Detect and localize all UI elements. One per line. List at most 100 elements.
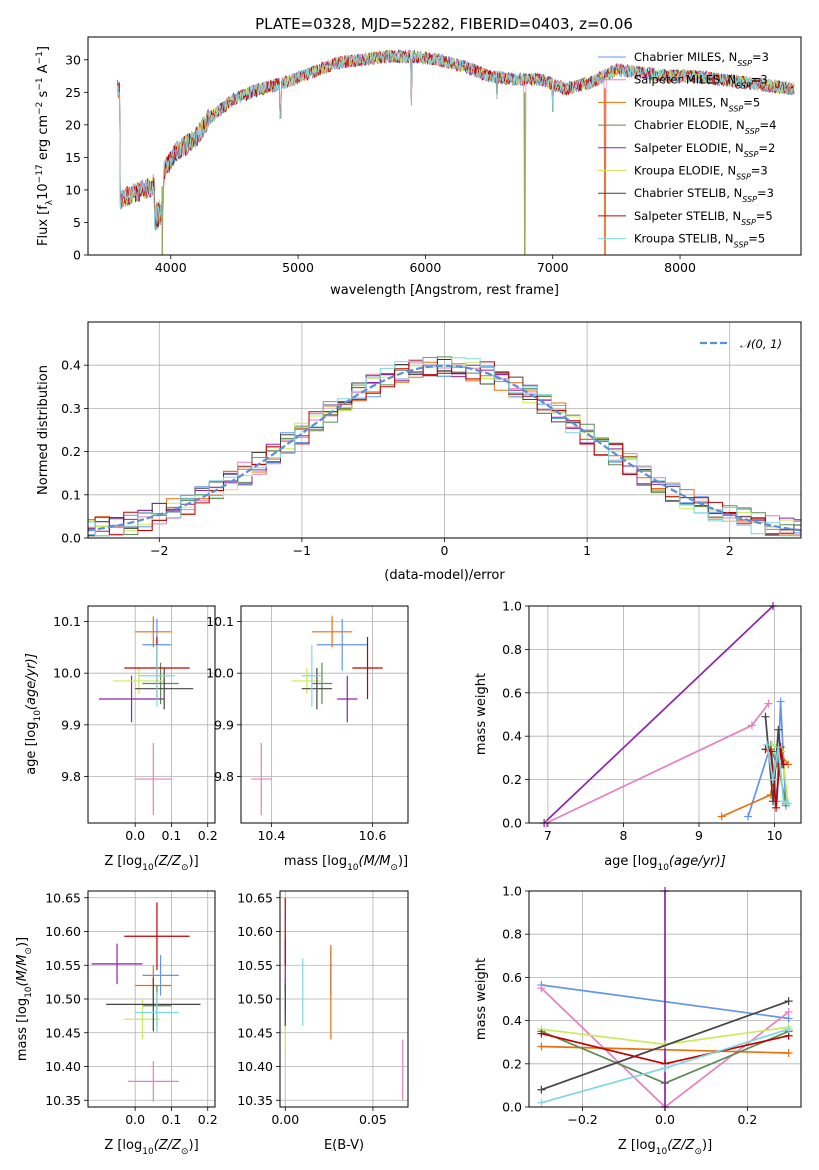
y-axis-label: Normed distribution [36, 365, 51, 495]
label-part: −1 [35, 51, 45, 64]
weight-marker [537, 1085, 546, 1094]
legend-entry: Chabrier MILES, NSSP=3 [634, 50, 769, 68]
errorbar-chabrier-elodie [142, 662, 179, 705]
figure-title: PLATE=0328, MJD=52282, FIBERID=0403, z=0… [255, 15, 633, 33]
weight-marker [717, 812, 726, 821]
label-part: ⊙ [181, 1147, 189, 1157]
x-tick-label: 0.2 [198, 828, 218, 843]
y-tick-label: 0.0 [61, 531, 81, 546]
y-tick-label: 10.45 [237, 1025, 273, 1040]
x-tick-label: 9 [695, 828, 703, 843]
label-part: (M/M [359, 854, 391, 869]
legend-model-name: Kroupa ELODIE, N [634, 164, 736, 178]
label-part: ⊙ [24, 947, 34, 955]
legend-nssp: =4 [760, 118, 777, 132]
weight-marker [784, 799, 793, 808]
label-part: 10 [657, 863, 669, 873]
x-tick-label: 10 [767, 828, 783, 843]
y-tick-label: 5 [73, 215, 81, 230]
residuals-panel: −2 −1 0 1 2 0.0 0.1 0.2 0.3 0.4 𝒩(0, 1) (data-model… [36, 321, 802, 583]
x-tick-label: 0.05 [359, 1112, 387, 1127]
weight-marker [661, 1064, 669, 1073]
y-tick-label: 0.8 [502, 642, 522, 657]
x-tick-label: 10.6 [359, 828, 387, 843]
x-tick-label: 8 [619, 828, 627, 843]
label-part: )] [189, 1138, 199, 1153]
errorbar-salpeter-elodie [337, 675, 358, 723]
x-axis-label: E(B-V) [324, 1138, 364, 1153]
mass_vs_EBV-panel: 0.00 0.05 10.35 10.40 10.45 10.50 10.55 10.60 10… [237, 890, 409, 1153]
legend-entry: Salpeter STELIB, NSSP=5 [634, 209, 773, 227]
x-tick-label: 6000 [409, 260, 441, 275]
y-tick-label: 10.35 [237, 1093, 273, 1108]
x-tick-label: 0.2 [198, 1112, 218, 1127]
axes-frame [87, 36, 802, 256]
y-tick-label: 10.40 [45, 1059, 81, 1074]
label-part: ⊙ [390, 863, 398, 873]
y-tick-label: 10.50 [45, 992, 81, 1007]
label-part: 10 [36, 183, 51, 200]
spectrum-legend: Chabrier MILES, NSSP=3 Salpeter MILES, NS… [598, 50, 776, 249]
y-tick-label: 10.1 [53, 614, 81, 629]
legend-sub: SSP [741, 217, 756, 226]
x-tick-label: −2 [150, 543, 168, 558]
legend-entry: Salpeter ELODIE, NSSP=2 [634, 141, 775, 159]
age_vs_Z-plot-area [98, 616, 194, 816]
weight-marker [774, 725, 783, 734]
x-axis-label: wavelength [Angstrom, rest frame] [330, 283, 559, 298]
errorbar-salpeter-miles [251, 742, 272, 816]
legend-model-name: Kroupa STELIB, N [634, 232, 734, 246]
legend-nssp: =2 [758, 141, 775, 155]
y-tick-label: 0.2 [61, 444, 81, 459]
label-part: age [log [24, 722, 39, 775]
label-part: mass [log [15, 998, 30, 1061]
y-axis-label: mass weight [474, 673, 489, 755]
legend-sub: SSP [729, 104, 744, 113]
label-part: 10 [347, 863, 359, 873]
legend-entry: Salpeter MILES, NSSP=3 [634, 73, 768, 91]
y-tick-label: 1.0 [502, 599, 522, 614]
errorbar-kroupa-stelib [138, 644, 176, 707]
errorbar-chabrier-stelib [106, 977, 201, 1032]
y-axis-label: age [log10(age/yr)] [24, 653, 43, 775]
x-axis-label: mass [log10(M/M⊙)] [284, 854, 408, 873]
label-part: ⊙ [694, 1147, 702, 1157]
legend-sub: SSP [737, 59, 752, 68]
weight-marker [763, 740, 771, 749]
y-tick-label: 10.0 [53, 666, 81, 681]
errorbar-kroupa-stelib [301, 644, 322, 707]
label-part: )] [702, 1138, 712, 1153]
axes-frame [240, 605, 409, 824]
label-part: )] [189, 854, 199, 869]
y-tick-label: 10.1 [206, 614, 234, 629]
x-axis-label: age [log10(age/yr)] [604, 854, 726, 873]
legend-nssp: =5 [743, 95, 760, 109]
weight-marker [784, 1007, 793, 1016]
x-tick-label: 0.1 [162, 828, 182, 843]
label-part: Flux [f [36, 205, 51, 246]
errorbar-kroupa-elodie [113, 668, 165, 694]
errorbar-salpeter-miles [127, 1061, 179, 1102]
errorbar-kroupa-miles [135, 616, 172, 648]
x-tick-label: 0 [441, 543, 449, 558]
y-tick-label: 0.0 [502, 816, 522, 831]
legend-model-name: Chabrier STELIB, N [634, 186, 742, 200]
errorbar-chabrier-miles [142, 955, 179, 996]
legend-nssp: =3 [751, 73, 768, 87]
label-part: 10 [656, 1147, 668, 1157]
errorbar-kroupa-stelib [135, 992, 179, 1033]
weight-marker [761, 712, 770, 721]
weight-marker [537, 984, 546, 993]
y-tick-label: 0.2 [502, 1056, 522, 1071]
label-part: 10 [24, 986, 34, 998]
y-tick-label: 15 [65, 150, 81, 165]
y-tick-label: 0.6 [502, 685, 522, 700]
label-part: 10 [142, 1147, 154, 1157]
weight-marker [744, 812, 753, 821]
x-tick-label: 0.0 [655, 1112, 675, 1127]
spectrum-panel: 4000 5000 6000 7000 8000 0 5 10 15 20 25 30 Chabrier… [35, 36, 802, 298]
weight-marker [779, 797, 788, 806]
legend-entry: Kroupa ELODIE, NSSP=3 [634, 164, 768, 182]
y-tick-label: 0.2 [502, 772, 522, 787]
